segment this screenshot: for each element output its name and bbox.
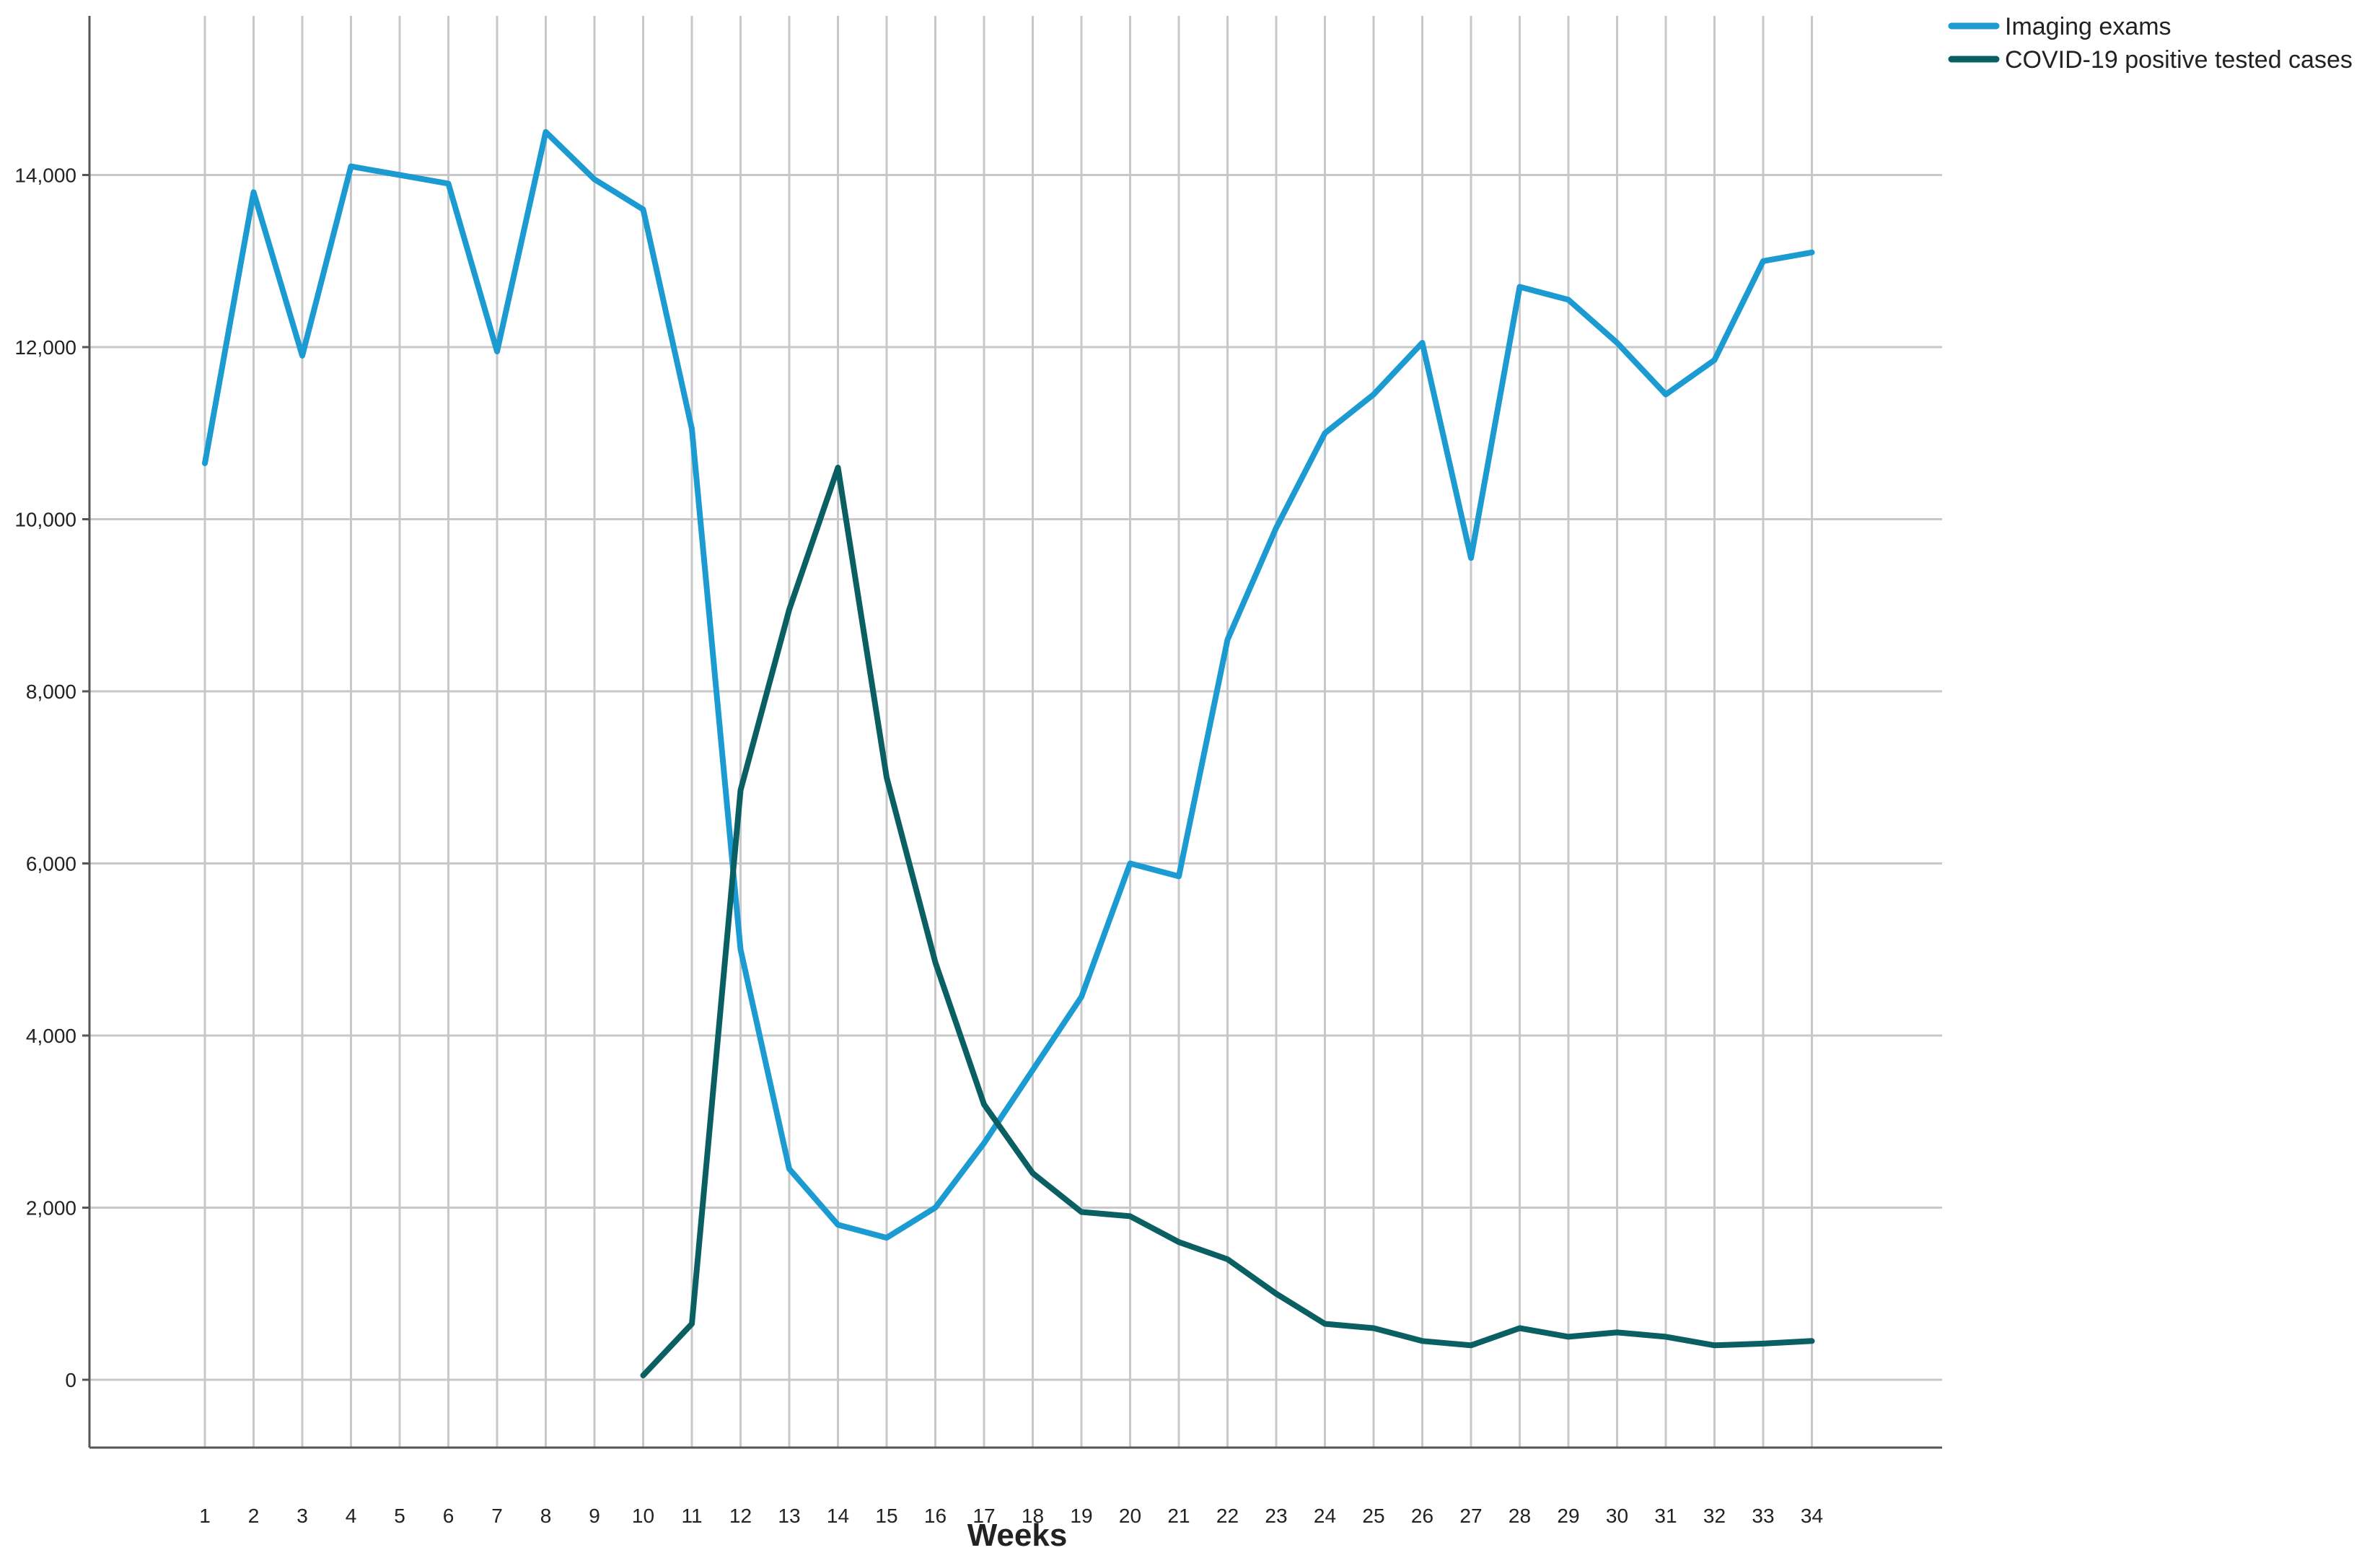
x-tick-label: 26 xyxy=(1411,1505,1433,1527)
x-tick-label: 11 xyxy=(681,1505,702,1527)
y-tick-label: 12,000 xyxy=(14,336,76,359)
x-tick-label: 22 xyxy=(1216,1505,1239,1527)
y-tick-label: 6,000 xyxy=(26,853,76,875)
x-tick-label: 29 xyxy=(1557,1505,1579,1527)
y-tick-label: 2,000 xyxy=(26,1197,76,1220)
x-tick-label: 8 xyxy=(540,1505,552,1527)
x-tick-label: 31 xyxy=(1654,1505,1677,1527)
chart-series xyxy=(202,128,1815,1378)
x-tick-label: 13 xyxy=(778,1505,800,1527)
x-axis-ticks: 1 2 3 4 5 6 7 8 9 10 11 12 13 14 15 16 17 18 19 20 21 22 23 24 2… xyxy=(199,1505,1823,1527)
x-tick-label: 2 xyxy=(248,1505,260,1527)
x-tick-label: 16 xyxy=(924,1505,947,1527)
x-tick-label: 19 xyxy=(1070,1505,1092,1527)
x-tick-label: 15 xyxy=(875,1505,897,1527)
x-tick-label: 9 xyxy=(589,1505,600,1527)
x-tick-label: 6 xyxy=(443,1505,455,1527)
x-tick-label: 17 xyxy=(972,1505,995,1527)
series-line-imaging-exams xyxy=(202,128,1815,1241)
x-tick-label: 28 xyxy=(1509,1505,1531,1527)
x-tick-label: 7 xyxy=(491,1505,503,1527)
x-tick-label: 1 xyxy=(199,1505,211,1527)
x-tick-label: 18 xyxy=(1022,1505,1044,1527)
x-axis-title: Weeks xyxy=(967,1518,1068,1553)
x-tick-label: 5 xyxy=(394,1505,405,1527)
x-tick-label: 3 xyxy=(297,1505,308,1527)
x-tick-label: 10 xyxy=(632,1505,654,1527)
legend-label-imaging-exams: Imaging exams xyxy=(2005,13,2172,40)
chart-legend: Imaging exams COVID-19 positive tested ca… xyxy=(1948,13,2353,74)
x-tick-label: 21 xyxy=(1167,1505,1190,1527)
y-tick-label: 0 xyxy=(65,1369,76,1391)
x-tick-label: 34 xyxy=(1801,1505,1823,1527)
x-tick-label: 12 xyxy=(729,1505,752,1527)
x-tick-label: 33 xyxy=(1752,1505,1774,1527)
chart-axes xyxy=(88,16,1942,1449)
x-tick-label: 30 xyxy=(1606,1505,1628,1527)
x-tick-label: 25 xyxy=(1362,1505,1384,1527)
y-tick-label: 8,000 xyxy=(26,680,76,703)
y-axis-ticks: 0 2,000 4,000 6,000 8,000 10,000 12,000 14,000 xyxy=(14,165,89,1391)
x-tick-label: 23 xyxy=(1265,1505,1287,1527)
x-tick-label: 4 xyxy=(346,1505,357,1527)
legend-label-covid-cases: COVID-19 positive tested cases xyxy=(2005,46,2353,74)
x-tick-label: 24 xyxy=(1314,1505,1336,1527)
y-tick-label: 14,000 xyxy=(14,165,76,187)
y-tick-label: 4,000 xyxy=(26,1025,76,1047)
chart-gridlines xyxy=(89,16,1942,1448)
y-tick-label: 10,000 xyxy=(14,509,76,531)
x-tick-label: 20 xyxy=(1119,1505,1141,1527)
x-tick-label: 14 xyxy=(827,1505,849,1527)
x-tick-label: 27 xyxy=(1459,1505,1482,1527)
x-tick-label: 32 xyxy=(1703,1505,1726,1527)
